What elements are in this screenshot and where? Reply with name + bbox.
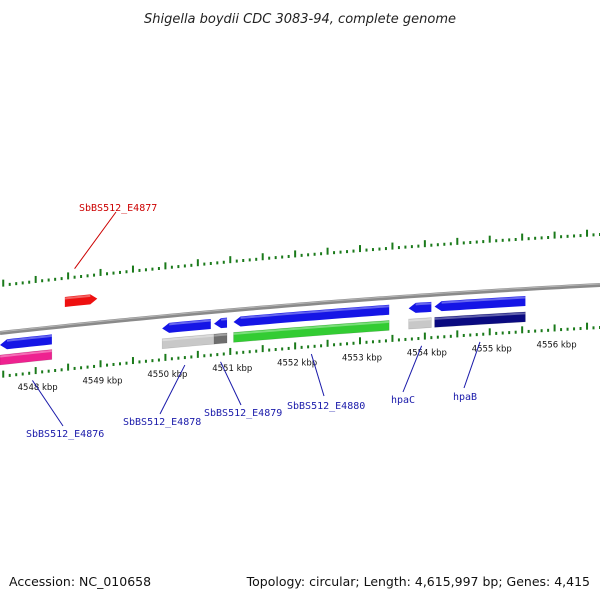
feature-f-blue6 [434,296,526,312]
scale-label: 4556 kbp [537,340,577,350]
gene-label[interactable]: SbBS512_E4878 [123,417,201,428]
feature-highlight [233,320,390,335]
backbone-line [0,283,600,335]
gene-label[interactable]: hpaB [453,392,477,403]
feature-highlight [415,302,432,306]
feature-f-green [233,320,390,343]
gene-label[interactable]: SbBS512_E4876 [26,429,104,440]
scale-label: 4555 kbp [472,344,512,354]
feature-outline [408,317,432,330]
scale-label: 4552 kbp [277,358,317,368]
gene-label[interactable]: SbBS512_E4879 [204,408,282,419]
genome-summary-text: Topology: circular; Length: 4,615,997 bp… [246,574,590,589]
feature-f-blue2 [162,319,211,333]
feature-highlight [213,333,228,337]
scale-label: 4554 kbp [407,349,447,359]
gene-labels: SbBS512_E4877SbBS512_E4876SbBS512_E4878S… [26,203,481,440]
feature-outline [213,332,228,345]
gene-label[interactable]: SbBS512_E4877 [79,203,157,214]
feature-outline [434,311,526,328]
feature-highlight [220,318,228,321]
gene-label[interactable]: SbBS512_E4880 [287,401,365,412]
feature-f-blue3 [214,317,228,329]
genome-backbone [0,283,600,335]
gene-label[interactable]: hpaC [391,395,415,406]
backbone-highlight [0,283,600,333]
feature-outline [233,320,390,343]
feature-f-navy [434,311,526,328]
feature-f-dgray [214,332,228,345]
reverse-tick-track [2,322,600,378]
feature-f-red [64,294,98,307]
gene-leader-line [159,364,186,415]
feature-highlight [169,319,211,326]
feature-highlight [64,294,91,300]
feature-highlight [434,312,526,320]
feature-highlight [240,305,390,319]
gene-leader-line [220,361,242,406]
feature-highlight [408,318,432,322]
feature-highlight [0,350,52,358]
scale-label: 4550 kbp [147,370,187,380]
scale-label: 4549 kbp [83,376,123,386]
feature-f-gray1 [162,334,215,349]
accession-text: Accession: NC_010658 [9,574,151,589]
feature-highlight [162,334,215,342]
gene-leader-line [74,211,117,269]
feature-f-gray2 [408,317,432,330]
scale-label: 4551 kbp [212,364,252,374]
gene-leader-line [463,341,481,389]
feature-f-blue5 [408,301,432,313]
forward-tick-track [2,229,600,287]
feature-track [0,294,526,366]
feature-f-pink [0,349,52,365]
feature-highlight [6,334,52,342]
gene-leader-line [32,380,64,427]
feature-f-blue1 [0,334,52,350]
feature-outline [0,349,53,366]
feature-f-blue4 [233,304,390,327]
gene-leader-line [402,345,423,393]
scale-label: 4553 kbp [342,353,382,363]
feature-highlight [441,296,526,304]
map-title: Shigella boydii CDC 3083-94, complete ge… [144,12,456,27]
gene-leader-line [310,353,325,397]
